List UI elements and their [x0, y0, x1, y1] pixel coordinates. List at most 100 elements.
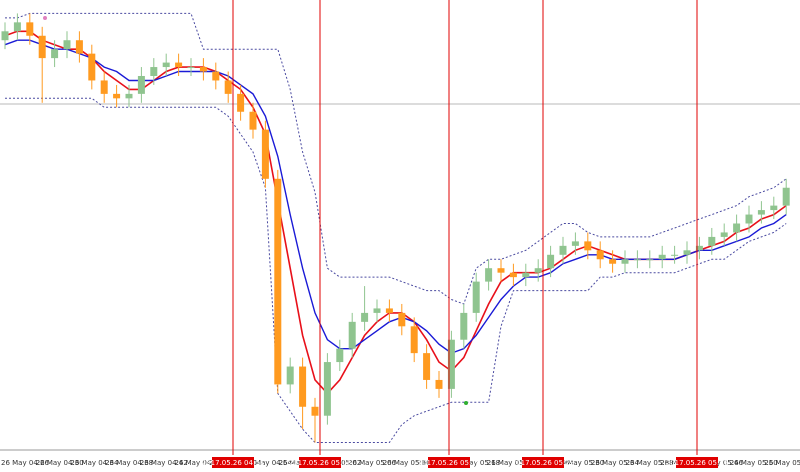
candle-body: [323, 362, 331, 416]
marker-label-bg: [522, 457, 564, 468]
time-label: 26 May 04:38: [105, 459, 153, 467]
candle-body: [249, 111, 257, 130]
candle-body: [547, 254, 555, 269]
markers: 2017.05.26 04:51 2017.05.26 05:03 2017.05.…: [202, 0, 728, 468]
candle-body: [187, 67, 195, 69]
indicators: [4, 12, 787, 443]
candle-body: [13, 22, 21, 32]
candle-body: [509, 272, 517, 278]
marker-label-bg: [212, 457, 254, 468]
marker-label: 2017.05.26 05:47: [666, 459, 728, 467]
indicator-line: [5, 97, 787, 443]
marker-label-bg: [299, 457, 341, 468]
marker-label: 2017.05.26 05:18: [418, 459, 480, 467]
time-label: 26 May 05:46: [695, 459, 744, 467]
candle-body: [435, 379, 443, 389]
signal-dot: [464, 401, 468, 405]
candle-body: [336, 348, 344, 363]
time-label: 26 May 05:18: [452, 459, 500, 467]
candle-body: [609, 259, 617, 264]
candle-body: [522, 272, 530, 278]
marker-label-bg: [428, 457, 470, 468]
candle-body: [733, 223, 741, 233]
candle-body: [423, 353, 431, 380]
candle-body: [683, 250, 691, 255]
candle-body: [38, 35, 46, 59]
candle-body: [113, 93, 121, 99]
candle-body: [497, 268, 505, 273]
time-label: 26 May 04:42: [140, 459, 188, 467]
candle-body: [51, 49, 59, 59]
candle-body: [299, 366, 307, 407]
candle-body: [534, 268, 542, 273]
candles: [1, 13, 790, 443]
indicator-line: [5, 12, 787, 305]
candle-body: [63, 40, 71, 50]
indicator-line: [4, 39, 787, 354]
candle-body: [757, 210, 765, 215]
candle-body: [782, 187, 790, 206]
candle-body: [212, 71, 220, 81]
time-label: 26 May 05:22: [487, 459, 535, 467]
candle-body: [708, 236, 716, 246]
candle-body: [621, 259, 629, 264]
candle-body: [224, 80, 232, 94]
time-label: 26 May 05:34: [591, 459, 640, 467]
candle-body: [472, 281, 480, 313]
time-label: 26 May 05:38: [626, 459, 674, 467]
candle-body: [150, 67, 158, 76]
candle-body: [26, 22, 34, 36]
candle-body: [1, 31, 9, 41]
candle-body: [745, 214, 753, 224]
candle-body: [348, 321, 356, 349]
candle-body: [125, 93, 133, 99]
time-label: 26 May 05:10: [383, 459, 431, 467]
candle-body: [385, 308, 393, 313]
candle-body: [460, 312, 468, 340]
time-label: 26 May 05:30: [556, 459, 604, 467]
candle-body: [137, 75, 145, 94]
marker-label-bg: [676, 457, 718, 468]
time-label: 26 May 05:50: [730, 459, 778, 467]
candle-body: [199, 67, 207, 72]
candle-body: [311, 406, 319, 416]
marker-label: 2017.05.26 05:03: [289, 459, 351, 467]
marker-label: 2017.05.26 04:51: [202, 459, 264, 467]
candle-body: [162, 62, 170, 68]
time-label: 26 May 04:54: [244, 459, 293, 467]
candle-body: [100, 80, 108, 94]
candle-body: [671, 254, 679, 256]
marker-label: 2017.05.26 05:29: [512, 459, 574, 467]
candle-body: [584, 241, 592, 251]
candle-body: [88, 53, 96, 81]
candle-body: [596, 250, 604, 260]
time-label: 26 May 05:06: [348, 459, 397, 467]
candle-body: [658, 254, 666, 260]
candle-body: [373, 308, 381, 313]
candle-body: [485, 268, 493, 282]
time-label: 26 May 04:34: [70, 459, 119, 467]
time-label: 26 May 04:46: [175, 459, 224, 467]
candle-body: [237, 93, 245, 112]
candle-body: [720, 232, 728, 237]
candle-body: [770, 205, 778, 211]
candle-body: [447, 339, 455, 389]
candle-body: [571, 241, 579, 246]
candle-body: [695, 245, 703, 251]
time-label: 26 May 05:54: [764, 459, 800, 467]
candle-body: [286, 366, 294, 385]
candle-body: [274, 178, 282, 385]
candle-body: [361, 312, 369, 322]
candle-body: [559, 245, 567, 255]
time-label: 26 May 04:26: [1, 459, 50, 467]
candle-body: [398, 312, 406, 327]
signal-dot: [43, 16, 47, 20]
candle-body: [261, 129, 269, 179]
candle-body: [646, 259, 654, 261]
candle-body: [75, 40, 83, 54]
candle-body: [633, 259, 641, 261]
time-label: 26 May 04:30: [36, 459, 84, 467]
candle-body: [175, 62, 183, 68]
